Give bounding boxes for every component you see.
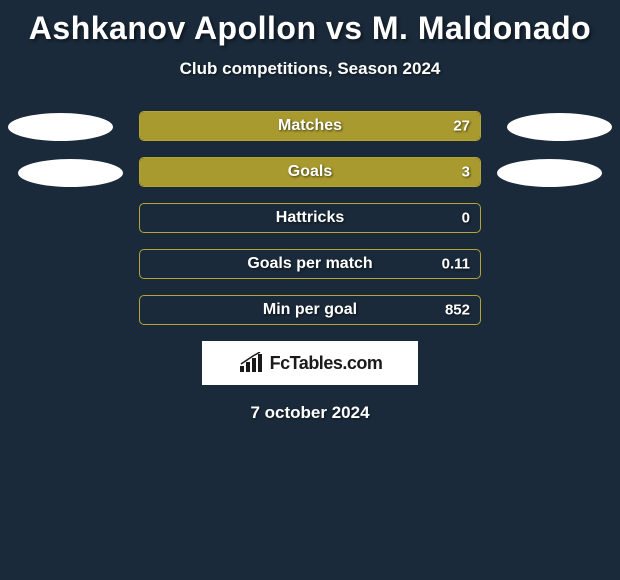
stat-value: 0: [462, 210, 470, 227]
stat-label: Matches: [278, 117, 342, 135]
player-left-marker-1: [8, 113, 113, 141]
stat-value: 852: [445, 302, 470, 319]
stat-label: Min per goal: [263, 301, 357, 319]
logo-box[interactable]: FcTables.com: [202, 341, 418, 385]
player-right-marker-1: [507, 113, 612, 141]
stat-row: Goals 3: [139, 157, 481, 187]
chart-icon: [238, 352, 266, 374]
stat-rows: Matches 27 Goals 3 Hattricks 0 Goals per match…: [139, 111, 481, 325]
stat-value: 3: [462, 164, 470, 181]
stat-value: 27: [453, 118, 470, 135]
subtitle: Club competitions, Season 2024: [0, 59, 620, 79]
page-title: Ashkanov Apollon vs M. Maldonado: [0, 10, 620, 47]
stats-area: Matches 27 Goals 3 Hattricks 0 Goals per match…: [0, 111, 620, 325]
stat-value: 0.11: [442, 256, 470, 273]
stat-row: Goals per match 0.11: [139, 249, 481, 279]
player-right-marker-2: [497, 159, 602, 187]
player-left-marker-2: [18, 159, 123, 187]
stat-row: Hattricks 0: [139, 203, 481, 233]
stat-row: Min per goal 852: [139, 295, 481, 325]
comparison-card: Ashkanov Apollon vs M. Maldonado Club co…: [0, 0, 620, 423]
date-text: 7 october 2024: [0, 403, 620, 423]
logo-text: FcTables.com: [270, 353, 383, 374]
stat-label: Goals per match: [247, 255, 372, 273]
stat-label: Goals: [288, 163, 332, 181]
stat-row: Matches 27: [139, 111, 481, 141]
stat-label: Hattricks: [276, 209, 344, 227]
